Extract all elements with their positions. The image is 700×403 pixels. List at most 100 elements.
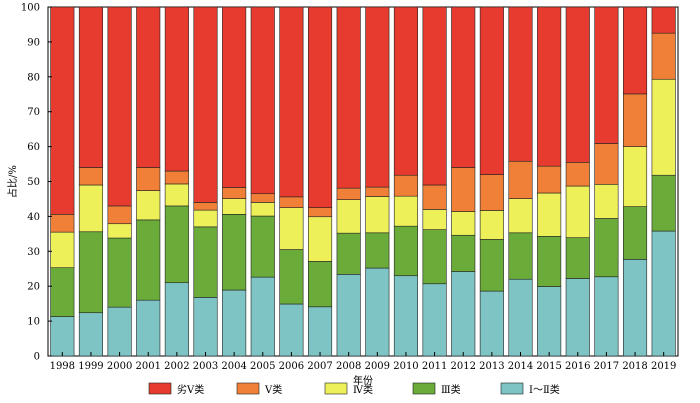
bar-segment <box>365 267 390 357</box>
bar-segment <box>508 278 533 357</box>
bar-segment <box>565 237 590 279</box>
bar-segment <box>222 187 247 199</box>
bar-segment <box>594 6 619 144</box>
bar-segment <box>78 167 103 186</box>
bar-segment <box>393 174 418 197</box>
x-tick-label: 2010 <box>393 361 418 372</box>
bar-segment <box>193 297 218 357</box>
y-axis: 0 10 20 30 40 50 60 70 80 90 100 <box>21 3 52 363</box>
bar-segment <box>193 226 218 298</box>
bar-segment <box>651 174 676 232</box>
bar-segment <box>422 209 447 230</box>
bar-segment <box>451 6 476 168</box>
bar-segment <box>393 6 418 176</box>
bar-segment <box>479 210 504 240</box>
x-tick-label: 1999 <box>78 361 103 372</box>
bar-segment <box>307 6 333 208</box>
x-tick-label: 2004 <box>221 361 246 372</box>
bar-segment <box>651 32 676 80</box>
bars-layer <box>50 6 676 357</box>
x-tick-label: 2015 <box>536 361 561 372</box>
bar-segment <box>594 183 619 219</box>
bar-segment <box>307 261 333 308</box>
bar-segment <box>651 6 676 34</box>
y-tick-label: 0 <box>34 352 40 363</box>
bar-segment <box>537 165 562 194</box>
bar-segment <box>222 214 247 291</box>
y-tick-label: 70 <box>27 107 40 118</box>
y-tick-label: 20 <box>27 282 40 293</box>
bar-segment <box>336 274 361 357</box>
x-axis-title: 年份 <box>353 374 373 387</box>
bar-segment <box>107 205 132 225</box>
bar-segment <box>336 199 361 234</box>
bar-segment <box>136 219 161 301</box>
bar-segment <box>193 209 218 228</box>
bar-segment <box>250 6 275 195</box>
bar-segment <box>479 290 504 357</box>
bar-segment <box>365 232 390 269</box>
bar-segment <box>451 234 476 272</box>
bar-segment <box>508 232 533 280</box>
bar-segment <box>50 267 75 317</box>
y-tick-label: 10 <box>27 317 40 328</box>
x-tick-label: 2008 <box>336 361 361 372</box>
legend-label: Ⅲ类 <box>441 383 461 396</box>
bar-segment <box>250 202 275 217</box>
bar-segment <box>164 183 189 207</box>
bar-segment <box>622 93 648 147</box>
bar-segment <box>107 6 132 207</box>
bar-segment <box>422 184 447 210</box>
legend-swatch <box>148 382 172 395</box>
bar-segment <box>279 249 304 305</box>
bar-segment <box>279 303 304 357</box>
bar-segment <box>307 216 333 262</box>
bar-segment <box>508 6 533 162</box>
bar-segment <box>136 299 161 357</box>
bar-segment <box>594 276 619 357</box>
bar-segment <box>622 6 648 95</box>
bar-segment <box>651 78 676 176</box>
bar-segment <box>622 146 648 207</box>
legend-label: Ⅳ类 <box>353 383 373 396</box>
bar-segment <box>393 195 418 227</box>
bar-segment <box>164 6 189 172</box>
bar-segment <box>193 202 218 211</box>
bar-segment <box>250 276 275 357</box>
bar-segment <box>594 143 619 185</box>
bar-segment <box>479 6 504 175</box>
bar-segment <box>50 231 75 269</box>
bar-segment <box>565 162 590 187</box>
y-tick-label: 50 <box>27 177 40 188</box>
legend-label: Ⅴ类 <box>264 383 282 396</box>
legend-swatch <box>324 382 348 395</box>
y-tick-label: 40 <box>27 212 40 223</box>
x-tick-label: 2016 <box>565 361 590 372</box>
bar-segment <box>365 196 390 234</box>
bar-segment <box>537 286 562 357</box>
y-tick-label: 30 <box>27 247 40 258</box>
bar-segment <box>78 6 103 168</box>
bar-segment <box>651 230 676 357</box>
bar-segment <box>479 174 504 211</box>
bar-segment <box>50 6 75 215</box>
x-tick-label: 2019 <box>651 361 676 372</box>
y-tick-label: 90 <box>27 37 40 48</box>
bar-segment <box>508 198 533 234</box>
bar-segment <box>451 167 476 212</box>
x-tick-label: 2012 <box>451 361 476 372</box>
x-tick-label: 2009 <box>365 361 390 372</box>
bar-segment <box>250 215 275 278</box>
bar-segment <box>565 185 590 238</box>
x-tick-label: 2007 <box>307 361 332 372</box>
x-tick-label: 2005 <box>250 361 275 372</box>
y-tick-label: 80 <box>27 72 40 83</box>
bar-segment <box>365 6 390 188</box>
bar-segment <box>107 237 132 308</box>
bar-segment <box>479 239 504 292</box>
bar-segment <box>136 190 161 221</box>
x-tick-label: 1998 <box>50 361 75 372</box>
bar-segment <box>50 214 75 233</box>
bar-segment <box>565 6 590 163</box>
bar-segment <box>107 306 132 357</box>
